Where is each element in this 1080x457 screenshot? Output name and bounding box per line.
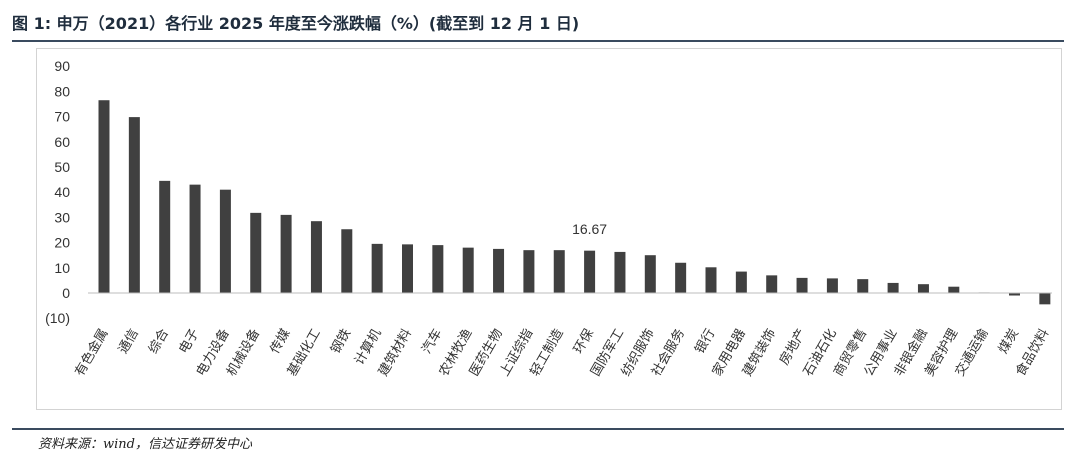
- y-axis: 90 80 70 60 50 40 30 20 10 0 (10): [45, 58, 70, 326]
- bar: [675, 262, 687, 293]
- bar: [857, 279, 869, 293]
- y-tick-label: 90: [54, 58, 70, 74]
- bar: [159, 180, 171, 293]
- y-tick-label: 0: [62, 285, 70, 301]
- y-tick-label: 40: [54, 184, 70, 200]
- y-tick-label: (10): [45, 310, 70, 326]
- x-tick-label: 银行: [692, 327, 718, 357]
- bar: [796, 277, 808, 293]
- x-tick-label: 综合: [146, 327, 172, 357]
- bar: [128, 117, 140, 293]
- bar: [523, 250, 535, 293]
- bar: [219, 189, 231, 293]
- x-tick-label: 环保: [571, 327, 597, 357]
- bar: [644, 255, 656, 293]
- bar: [887, 282, 899, 293]
- bar-series: [98, 100, 1051, 305]
- x-tick-label: 有色金属: [72, 326, 112, 379]
- bar: [826, 278, 838, 293]
- y-tick-label: 30: [54, 209, 70, 225]
- x-tick-label: 计算机: [352, 327, 384, 368]
- bar: [1039, 293, 1051, 305]
- source-note: 资料来源：wind，信达证券研发中心: [38, 437, 252, 452]
- data-label: 16.67: [572, 221, 607, 237]
- bar: [1009, 293, 1020, 296]
- footer-rule: [12, 428, 1064, 430]
- y-tick-label: 60: [54, 134, 70, 150]
- bar: [341, 229, 353, 293]
- y-tick-label: 70: [54, 109, 70, 125]
- bar: [189, 184, 201, 293]
- y-tick-label: 10: [54, 260, 70, 276]
- y-tick-label: 50: [54, 159, 70, 175]
- x-tick-label: 房地产: [776, 326, 809, 368]
- x-tick-label: 通信: [116, 327, 142, 357]
- bar: [280, 214, 292, 293]
- chart-title: 图 1: 申万（2021）各行业 2025 年度至今涨跌幅（%）(截至到 12 …: [12, 14, 580, 33]
- bar: [766, 275, 778, 293]
- x-tick-label: 电子: [177, 327, 203, 357]
- bar: [98, 100, 110, 293]
- y-tick-label: 80: [54, 83, 70, 99]
- x-tick-label: 传媒: [268, 327, 294, 357]
- bar: [493, 248, 505, 293]
- bar: [402, 244, 413, 293]
- bar: [614, 251, 626, 293]
- bar: [310, 221, 322, 293]
- x-tick-label: 钢铁: [328, 327, 354, 357]
- bar: [371, 243, 383, 293]
- y-tick-label: 20: [54, 235, 70, 251]
- bar: [948, 286, 960, 293]
- bar: [735, 271, 747, 293]
- bar: [553, 250, 565, 293]
- x-tick-label: 汽车: [418, 326, 445, 357]
- bar: [705, 267, 717, 293]
- bar: [462, 247, 474, 293]
- chart-frame: [36, 48, 1062, 410]
- bar: [432, 245, 444, 293]
- data-labels: 16.67: [572, 221, 607, 237]
- bar: [584, 250, 596, 293]
- title-rule: [12, 40, 1064, 42]
- x-tick-label: 煤炭: [996, 327, 1022, 357]
- bar: [250, 212, 262, 293]
- bar: [917, 284, 929, 293]
